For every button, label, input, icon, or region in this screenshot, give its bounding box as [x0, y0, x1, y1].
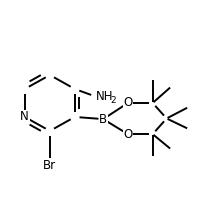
Text: O: O — [123, 128, 133, 141]
Text: N: N — [20, 110, 29, 124]
Text: B: B — [99, 113, 107, 126]
Text: NH: NH — [96, 90, 113, 103]
Text: O: O — [123, 97, 133, 109]
Text: Br: Br — [43, 159, 57, 172]
Text: 2: 2 — [110, 96, 116, 105]
